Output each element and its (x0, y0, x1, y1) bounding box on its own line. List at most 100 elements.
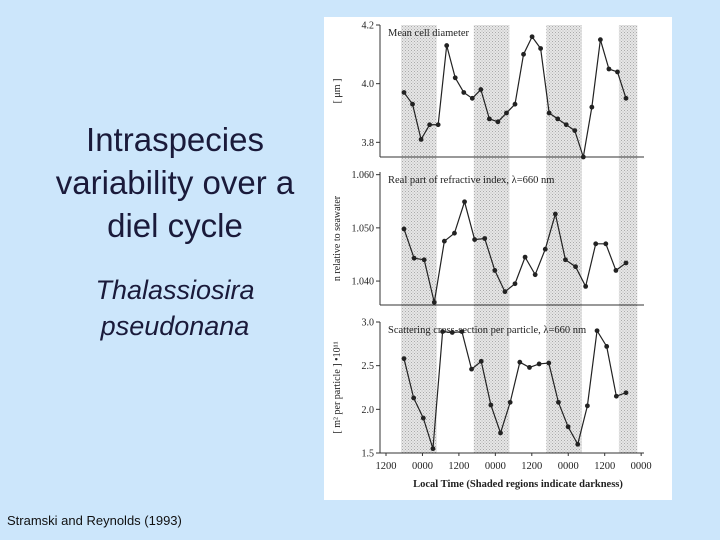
chart-panel-2: 1.060 1.050 1.040 Real part of refractive i… (332, 170, 644, 306)
data-point (572, 128, 578, 133)
darkness-band (401, 25, 437, 453)
data-point (512, 281, 518, 287)
citation: Stramski and Reynolds (1993) (7, 513, 182, 528)
data-point (478, 87, 484, 92)
data-point (552, 211, 558, 217)
data-point (573, 264, 578, 270)
data-point (546, 110, 552, 116)
y-tick-label: 4.0 (362, 79, 375, 90)
y-axis-label: [ m² per particle ] •10¹¹ (332, 341, 343, 433)
data-point (498, 430, 503, 436)
data-point (546, 360, 552, 366)
data-point (565, 424, 571, 430)
data-point (623, 260, 629, 266)
data-point (583, 283, 589, 289)
x-tick-label: 1200 (594, 461, 615, 472)
data-point (478, 358, 484, 364)
data-point (427, 122, 433, 128)
y-tick-label: 1.5 (362, 449, 375, 460)
y-tick-label: 1.040 (352, 277, 375, 288)
data-point (469, 95, 475, 101)
data-point (441, 238, 447, 244)
data-point (542, 246, 548, 252)
data-point (431, 299, 437, 305)
data-point (492, 268, 498, 273)
y-tick-label: 2.5 (362, 361, 375, 372)
data-point (401, 90, 407, 95)
y-tick-label: 3.0 (362, 318, 375, 329)
data-point (623, 95, 629, 101)
y-tick-label: 3.8 (362, 138, 375, 149)
data-point (502, 289, 508, 295)
data-point (420, 415, 426, 421)
data-point (411, 395, 417, 401)
data-point (529, 34, 535, 40)
x-tick-label: 1200 (521, 461, 542, 472)
data-point (430, 446, 436, 452)
data-point (401, 226, 407, 232)
y-tick-label: 1.060 (352, 170, 375, 181)
data-point (418, 137, 424, 142)
data-point (435, 122, 441, 128)
y-tick-label: 4.2 (362, 21, 375, 32)
figure-panel: 4.2 4.0 3.8 Mean cell diameter[ μm ] 1.060 1.… (324, 17, 672, 500)
data-point (522, 254, 528, 260)
x-tick-label: 1200 (448, 461, 469, 472)
x-tick-label: 0000 (412, 461, 433, 472)
x-tick-label: 0000 (558, 461, 579, 472)
x-axis-label: Local Time (Shaded regions indicate dark… (413, 479, 623, 490)
data-point (401, 356, 407, 362)
y-axis-label: n relative to seawater (332, 195, 343, 281)
data-point (603, 241, 609, 247)
data-point (461, 90, 467, 95)
x-tick-label: 0000 (485, 461, 506, 472)
data-point (411, 255, 417, 261)
data-point (615, 69, 620, 75)
data-point (563, 122, 569, 128)
data-point (613, 268, 619, 273)
y-tick-label: 1.050 (352, 223, 375, 234)
panel-title: Mean cell diameter (388, 28, 470, 39)
panel-title: Real part of refractive index, λ=660 nm (388, 175, 554, 186)
data-point (623, 390, 629, 396)
data-point (486, 116, 492, 122)
species-name: Thalassiosira pseudonana (95, 275, 255, 341)
data-point (593, 241, 599, 247)
data-point (532, 272, 538, 278)
data-point (606, 66, 612, 72)
data-point (556, 399, 561, 405)
darkness-band (618, 25, 638, 453)
data-point (444, 43, 450, 48)
data-point (462, 199, 467, 205)
chart-panel-3: 3.0 2.5 2.0 1.5 Scattering cross-section per… (332, 318, 644, 460)
data-point (594, 328, 600, 334)
data-point (488, 402, 494, 408)
data-point (440, 329, 446, 335)
data-point (580, 154, 586, 160)
data-point (410, 101, 415, 107)
x-tick-label: 0000 (631, 461, 652, 472)
series-line (403, 328, 627, 449)
slide-title: Intraspecies variability over a diel cyc… (55, 121, 295, 244)
data-point (536, 361, 542, 367)
data-point (584, 403, 590, 409)
data-point (555, 116, 561, 122)
data-point (469, 366, 474, 372)
data-point (482, 236, 488, 241)
data-point (613, 393, 619, 399)
data-point (504, 110, 509, 116)
data-point (521, 51, 526, 57)
data-point (589, 104, 595, 110)
darkness-band (546, 25, 582, 453)
data-point (495, 119, 501, 125)
data-point (452, 75, 458, 81)
data-point (421, 257, 427, 263)
data-point (575, 441, 581, 447)
data-point (604, 344, 610, 349)
data-point (538, 46, 544, 51)
panel-title: Scattering cross-section per particle, λ… (388, 325, 586, 336)
y-tick-label: 2.0 (362, 405, 375, 416)
x-tick-label: 1200 (376, 461, 397, 472)
data-point (507, 399, 513, 405)
